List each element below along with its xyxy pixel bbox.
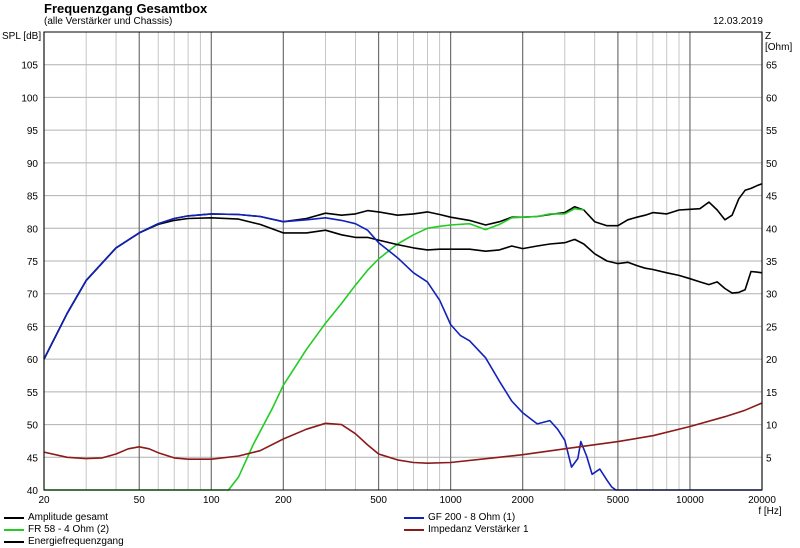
y-right-tick-label: 60 bbox=[766, 93, 778, 104]
legend-swatch bbox=[4, 516, 24, 519]
y-tick-label: 95 bbox=[27, 126, 39, 137]
chart-subtitle: (alle Verstärker und Chassis) bbox=[44, 16, 173, 27]
legend-gf200: GF 200 - 8 Ohm (1) bbox=[404, 512, 515, 523]
series-line bbox=[43, 402, 763, 465]
legend-swatch bbox=[4, 540, 24, 543]
x-tick-label: 10000 bbox=[676, 495, 704, 506]
y-tick-label: 65 bbox=[27, 322, 39, 333]
legend-label: GF 200 - 8 Ohm (1) bbox=[428, 512, 516, 523]
y-right-tick-label: 20 bbox=[766, 355, 778, 366]
y-right-tick-label: 10 bbox=[766, 421, 778, 432]
y-tick-label: 85 bbox=[27, 192, 39, 203]
y-right-tick-label: 25 bbox=[766, 322, 778, 333]
y-left-axis-label: SPL [dB] bbox=[2, 31, 42, 42]
x-tick-label: 20 bbox=[38, 495, 50, 506]
legend-swatch bbox=[404, 528, 424, 531]
x-tick-label: 2000 bbox=[512, 495, 535, 506]
y-tick-label: 100 bbox=[21, 93, 38, 104]
y-right-tick-label: 5 bbox=[766, 453, 772, 464]
legend-swatch bbox=[404, 516, 424, 519]
x-tick-label: 50 bbox=[134, 495, 146, 506]
y-right-tick-label: 45 bbox=[766, 192, 778, 203]
y-right-tick-label: 40 bbox=[766, 224, 778, 235]
y-right-tick-label: 65 bbox=[766, 61, 778, 72]
legend-label: Energiefrequenzgang bbox=[28, 536, 124, 547]
y-tick-label: 90 bbox=[27, 159, 39, 170]
y-tick-label: 45 bbox=[27, 453, 39, 464]
legend-impedanz: Impedanz Verstärker 1 bbox=[404, 524, 529, 535]
chart-title: Frequenzgang Gesamtbox bbox=[44, 1, 208, 16]
x-tick-label: 500 bbox=[370, 495, 387, 506]
legend-label: Amplitude gesamt bbox=[28, 512, 109, 523]
legend-label: Impedanz Verstärker 1 bbox=[428, 524, 529, 535]
legend-swatch bbox=[4, 528, 24, 531]
series-line bbox=[43, 217, 763, 360]
legend-energie: Energiefrequenzgang bbox=[4, 536, 124, 547]
plot-frame bbox=[43, 31, 763, 491]
y-right-tick-label: 30 bbox=[766, 290, 778, 301]
legend-label: FR 58 - 4 Ohm (2) bbox=[28, 524, 110, 535]
y-right-tick-label: 55 bbox=[766, 126, 778, 137]
y-right-axis-label: Z [Ohm] bbox=[765, 31, 793, 53]
y-tick-label: 105 bbox=[21, 61, 38, 72]
y-tick-label: 50 bbox=[27, 421, 39, 432]
x-tick-label: 200 bbox=[275, 495, 292, 506]
series-line bbox=[43, 213, 762, 491]
x-axis-label: f [Hz] bbox=[758, 506, 782, 517]
x-tick-label: 1000 bbox=[439, 495, 462, 506]
y-tick-label: 40 bbox=[27, 486, 39, 497]
y-right-tick-label: 35 bbox=[766, 257, 778, 268]
chart-date: 12.03.2019 bbox=[712, 16, 763, 27]
y-tick-label: 60 bbox=[27, 355, 39, 366]
legend-amplitude-gesamt: Amplitude gesamt bbox=[4, 512, 108, 523]
x-tick-label: 5000 bbox=[607, 495, 630, 506]
y-tick-label: 55 bbox=[27, 388, 39, 399]
x-tick-label: 100 bbox=[203, 495, 220, 506]
x-tick-label: 20000 bbox=[748, 495, 776, 506]
y-right-tick-label: 50 bbox=[766, 159, 778, 170]
y-right-tick-label: 15 bbox=[766, 388, 778, 399]
legend-fr58: FR 58 - 4 Ohm (2) bbox=[4, 524, 109, 535]
y-tick-label: 75 bbox=[27, 257, 39, 268]
y-tick-label: 70 bbox=[27, 290, 39, 301]
y-tick-label: 80 bbox=[27, 224, 39, 235]
